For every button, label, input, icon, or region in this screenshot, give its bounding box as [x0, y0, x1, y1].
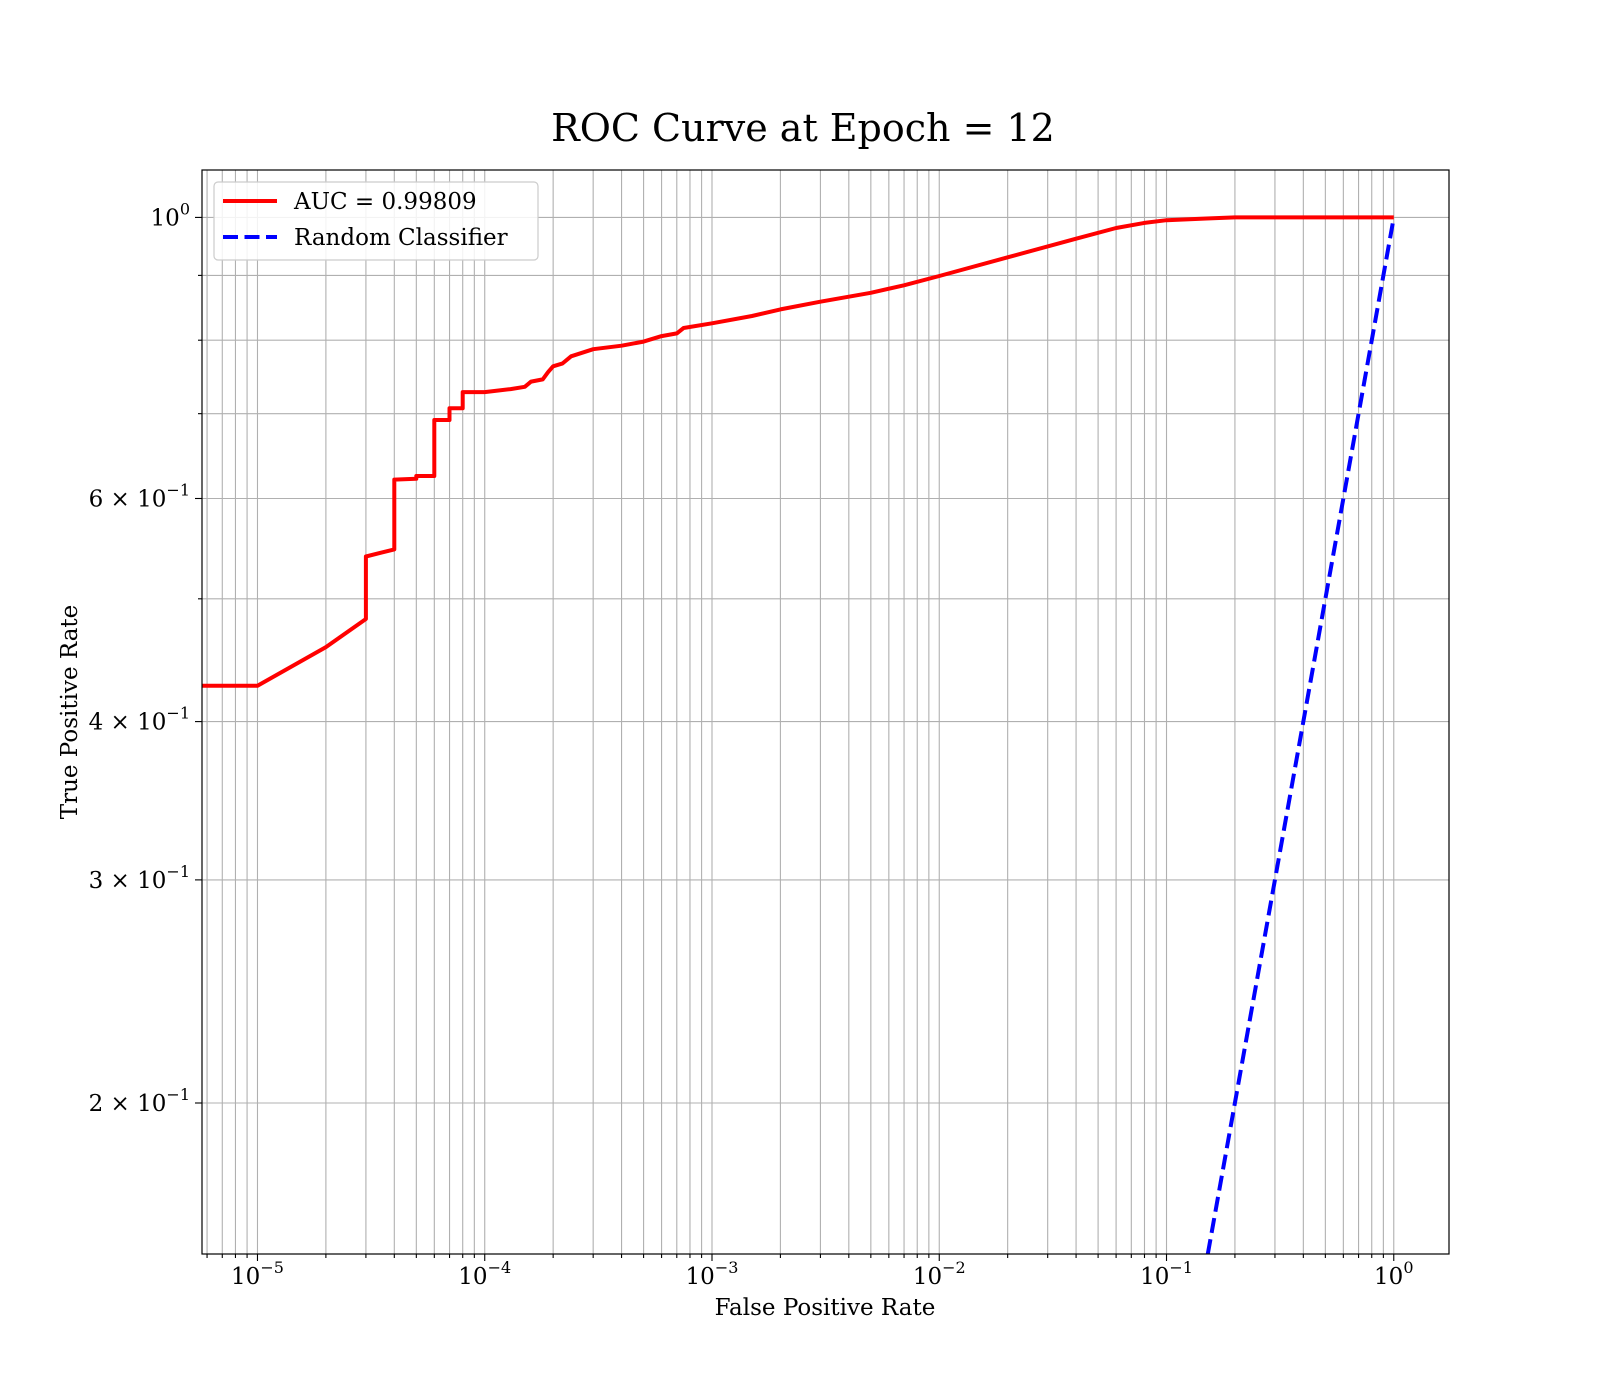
- tick-labels: 10−5 10−4 10−3 10−2 10−1 100 100 6 × 10−1 4 × 10…: [89, 199, 1414, 1290]
- chart-title: ROC Curve at Epoch = 12: [551, 106, 1055, 150]
- series-layer: [202, 215, 1396, 1254]
- legend-label-random-classifier: Random Classifier: [294, 225, 508, 251]
- legend: AUC = 0.99809 Random Classifier: [213, 181, 539, 261]
- y-tick-label: 100: [151, 199, 190, 231]
- y-tick-label: 2 × 10−1: [89, 1085, 190, 1117]
- x-tick-label: 100: [1374, 1258, 1413, 1290]
- grid-lines: [202, 170, 1449, 1254]
- plot-frame: [201, 169, 1450, 1255]
- x-axis-label: False Positive Rate: [715, 1295, 936, 1321]
- x-tick-label: 10−1: [1140, 1258, 1193, 1290]
- legend-box: [213, 181, 539, 261]
- tick-marks: [195, 216, 1395, 1261]
- legend-label-auc: AUC = 0.99809: [293, 189, 477, 215]
- y-tick-label: 3 × 10−1: [89, 862, 190, 894]
- x-tick-label: 10−2: [913, 1258, 966, 1290]
- x-tick-label: 10−3: [686, 1258, 739, 1290]
- x-tick-label: 10−5: [231, 1258, 284, 1290]
- y-tick-label: 4 × 10−1: [89, 704, 190, 736]
- y-tick-label: 6 × 10−1: [89, 480, 190, 512]
- series-random-classifier-line: [1205, 217, 1396, 1254]
- series-auc-line: [202, 215, 1394, 688]
- x-tick-label: 10−4: [458, 1258, 511, 1290]
- y-axis-label: True Positive Rate: [57, 605, 83, 820]
